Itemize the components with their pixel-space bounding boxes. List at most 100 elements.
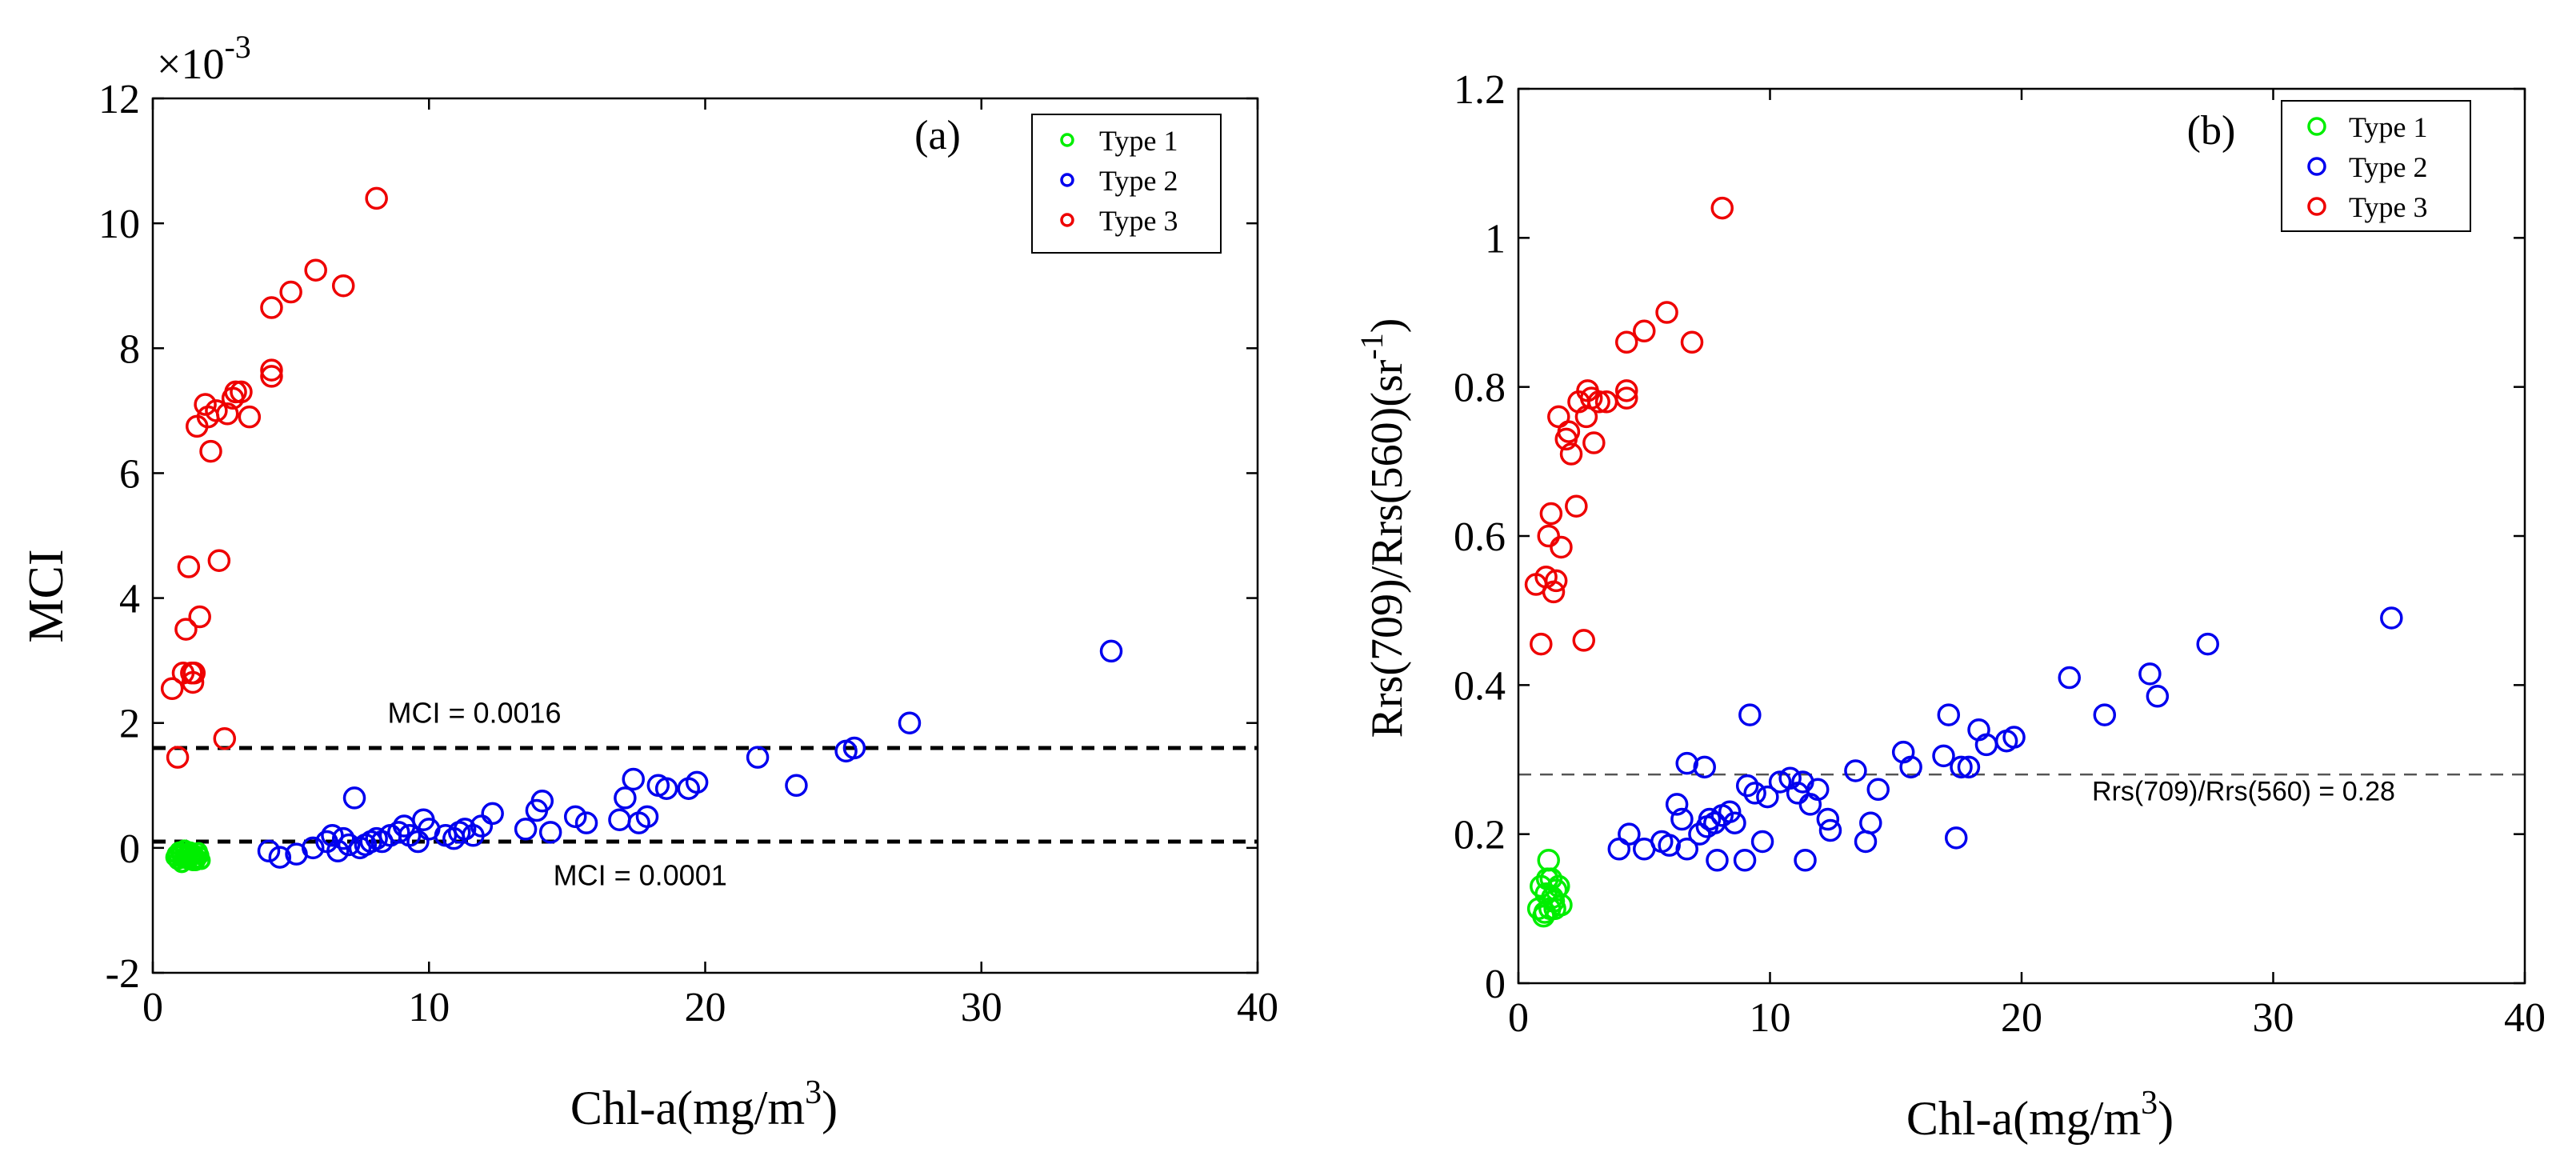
- data-point-type-3: [260, 358, 283, 382]
- data-point-type-3: [160, 677, 184, 701]
- data-point-type-3: [174, 618, 198, 641]
- x-tick-label: 30: [961, 985, 1002, 1030]
- data-point-type-2: [1750, 830, 1774, 854]
- data-point-type-2: [1658, 834, 1681, 857]
- data-point-type-2: [387, 821, 410, 844]
- y-tick-label: 0: [119, 826, 140, 872]
- data-point-type-3: [304, 258, 327, 282]
- data-point-type-3: [1614, 330, 1638, 354]
- data-point-type-2: [1670, 807, 1694, 831]
- data-point-type-3: [1614, 386, 1638, 410]
- data-point-type-3: [1587, 390, 1610, 414]
- legend-entry-label: Type 1: [2349, 111, 2427, 143]
- data-point-type-2: [1735, 774, 1759, 798]
- data-point-type-2: [481, 802, 504, 826]
- reference-line-label: Rrs(709)/Rrs(560) = 0.28: [2092, 777, 2395, 807]
- data-point-type-3: [1544, 569, 1568, 593]
- data-point-type-1: [188, 842, 208, 862]
- legend-marker: [2307, 197, 2326, 216]
- y-tick-label: 4: [119, 577, 140, 622]
- data-point-type-2: [326, 839, 350, 863]
- data-point-type-2: [1675, 838, 1698, 861]
- legend-box: [2281, 100, 2471, 232]
- data-point-type-2: [1859, 811, 1882, 834]
- y-tick-label: 12: [98, 77, 140, 122]
- data-point-type-3: [1539, 502, 1563, 526]
- data-point-type-1: [1535, 867, 1559, 890]
- data-point-type-2: [898, 711, 922, 734]
- panel-a-data-points: [160, 186, 1123, 874]
- panel-b-reference-lines: Rrs(709)/Rrs(560) = 0.28: [1518, 773, 2525, 807]
- data-point-type-3: [331, 274, 355, 298]
- x-tick-label: 10: [408, 985, 450, 1030]
- data-point-type-3: [1530, 632, 1553, 656]
- x-tick-label: 40: [2504, 995, 2546, 1041]
- panel-a-x-axis-label: Chl-a(mg/m3): [570, 1074, 838, 1134]
- reference-line-label: MCI = 0.0016: [387, 697, 561, 730]
- data-point-type-1: [1543, 897, 1566, 921]
- data-point-type-3: [260, 365, 283, 388]
- data-point-type-2: [654, 777, 678, 800]
- data-point-type-2: [635, 805, 659, 829]
- y-tick-label: 0.2: [1454, 813, 1506, 858]
- y-tick-label: 0.4: [1454, 663, 1506, 709]
- data-point-type-2: [301, 836, 325, 860]
- y-tick-label: 0.6: [1454, 514, 1506, 560]
- data-point-type-2: [685, 770, 709, 794]
- data-point-type-3: [1542, 580, 1566, 604]
- data-point-type-2: [1937, 703, 1961, 726]
- data-point-type-2: [1806, 778, 1830, 802]
- panel-b-label: (b): [2187, 108, 2236, 154]
- data-point-type-3: [1614, 379, 1638, 402]
- data-point-type-2: [2138, 662, 2162, 686]
- data-point-type-2: [1768, 770, 1792, 794]
- data-point-type-3: [215, 402, 239, 426]
- data-point-type-2: [2146, 685, 2170, 708]
- panel-b-legend: Type 1 Type 2 Type 3: [2281, 100, 2471, 232]
- data-point-type-3: [224, 380, 247, 404]
- legend-entry-label: Type 2: [2349, 151, 2427, 183]
- legend-entry-label: Type 3: [1099, 205, 1178, 237]
- data-point-type-2: [1706, 849, 1729, 872]
- x-tick-label: 0: [1508, 995, 1529, 1041]
- legend-marker: [1060, 173, 1074, 187]
- data-point-type-3: [1572, 629, 1596, 652]
- data-point-type-3: [182, 662, 206, 685]
- data-point-type-3: [1537, 524, 1560, 548]
- data-point-type-2: [1738, 703, 1762, 726]
- x-tick-label: 0: [142, 985, 163, 1030]
- data-point-type-3: [1633, 319, 1656, 343]
- data-point-type-3: [207, 549, 231, 572]
- data-point-type-3: [260, 296, 283, 319]
- data-point-type-2: [514, 818, 538, 841]
- y-tick-label: 1: [1485, 216, 1506, 262]
- data-point-type-3: [365, 186, 388, 210]
- y-tick-label: 10: [98, 202, 140, 247]
- panel-a-legend: Type 1 Type 2 Type 3: [1031, 114, 1222, 254]
- data-point-type-1: [191, 850, 211, 870]
- data-point-type-2: [1818, 818, 1842, 842]
- panel-a-y-multiplier: ×10-3: [157, 29, 251, 88]
- data-point-type-2: [1693, 755, 1716, 779]
- data-point-type-2: [1733, 849, 1757, 872]
- data-point-type-2: [785, 774, 808, 798]
- data-point-type-2: [1899, 755, 1922, 779]
- data-point-type-3: [1557, 420, 1581, 443]
- y-tick-label: 6: [119, 451, 140, 497]
- data-point-type-2: [1932, 744, 1955, 768]
- data-point-type-2: [1816, 807, 1840, 831]
- legend-entry-label: Type 3: [2349, 191, 2427, 223]
- data-point-type-2: [337, 833, 361, 857]
- legend-marker: [2307, 117, 2326, 136]
- x-tick-label: 40: [1237, 985, 1278, 1030]
- panel-b-chart: Rrs(709)/Rrs(560) = 0.28 0 10 20 30 40 00.20…: [1354, 67, 2546, 1145]
- legend-marker: [1060, 213, 1074, 227]
- x-tick-label: 10: [1750, 995, 1791, 1041]
- data-point-type-2: [1866, 778, 1890, 802]
- data-point-type-3: [166, 746, 190, 769]
- y-tick-label: 0.8: [1454, 366, 1506, 411]
- data-point-type-2: [1723, 811, 1746, 834]
